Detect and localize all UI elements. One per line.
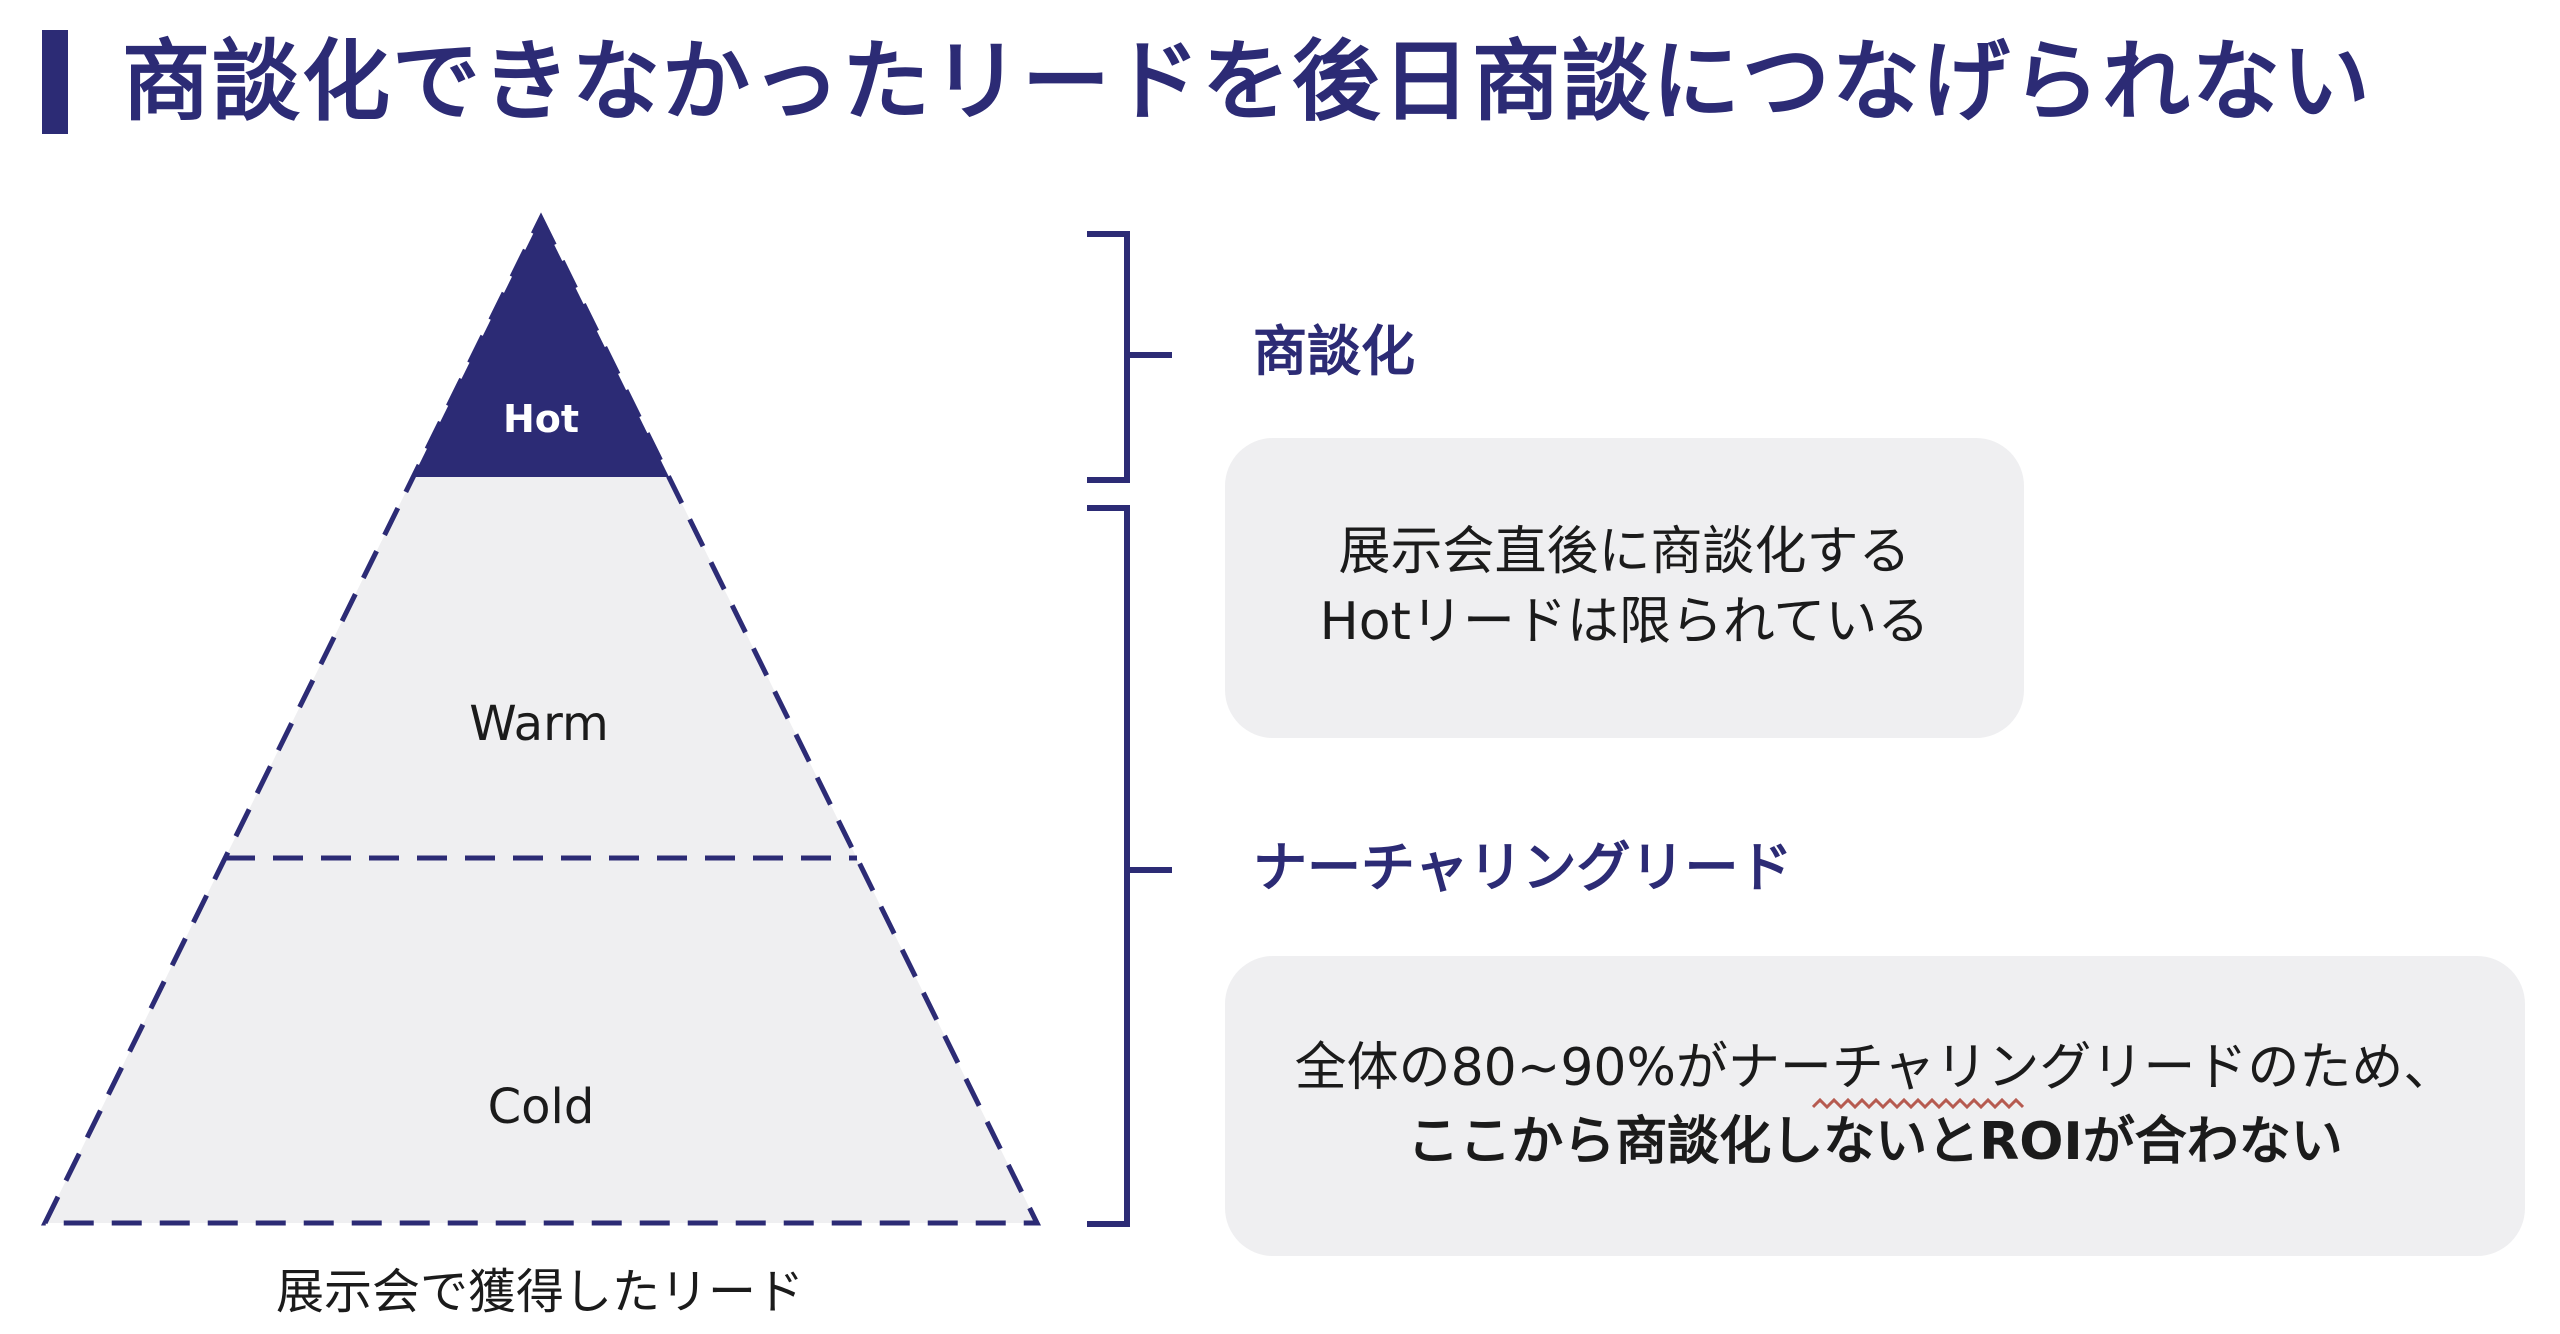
hot-note-line1: 展示会直後に商談化する [1338,522,1911,583]
pyramid-outline [40,212,1042,1226]
bracket-nurturing [1087,505,1130,1227]
nurturing-note-line1: 全体の80~90%がナーチャリングリードのため、 [1294,1038,2456,1099]
segment-label-warm: Warm [469,696,608,752]
squiggle-line [1812,1098,2024,1110]
pyramid-caption: 展示会で獲得したリード [275,1264,804,1320]
title-accent-bar [42,30,68,134]
brackets [1087,231,1172,1227]
pyramid-segment-hot [413,218,669,477]
hot-note-line2: Hotリードは限られている [1319,592,1930,652]
label-nurturing-leads: ナーチャリングリード [1253,836,1793,899]
bracket-hot [1087,231,1130,483]
nurturing-note-line2: ここから商談化しないとROIが合わない [1407,1112,2343,1172]
label-deal-conversion: 商談化 [1253,320,1415,383]
note-box-hot: 展示会直後に商談化する Hotリードは限られている [1225,438,2024,738]
page-title: 商談化できなかったリードを後日商談につなげられない [122,30,2373,133]
segment-label-cold: Cold [488,1079,595,1135]
note-box-nurturing: 全体の80~90%がナーチャリングリードのため、 ここから商談化しないとROIが… [1225,956,2525,1256]
segment-label-hot: Hot [503,397,579,441]
spellcheck-squiggle [1812,1098,2024,1110]
lead-pyramid: Hot Warm Cold [40,212,1042,1226]
